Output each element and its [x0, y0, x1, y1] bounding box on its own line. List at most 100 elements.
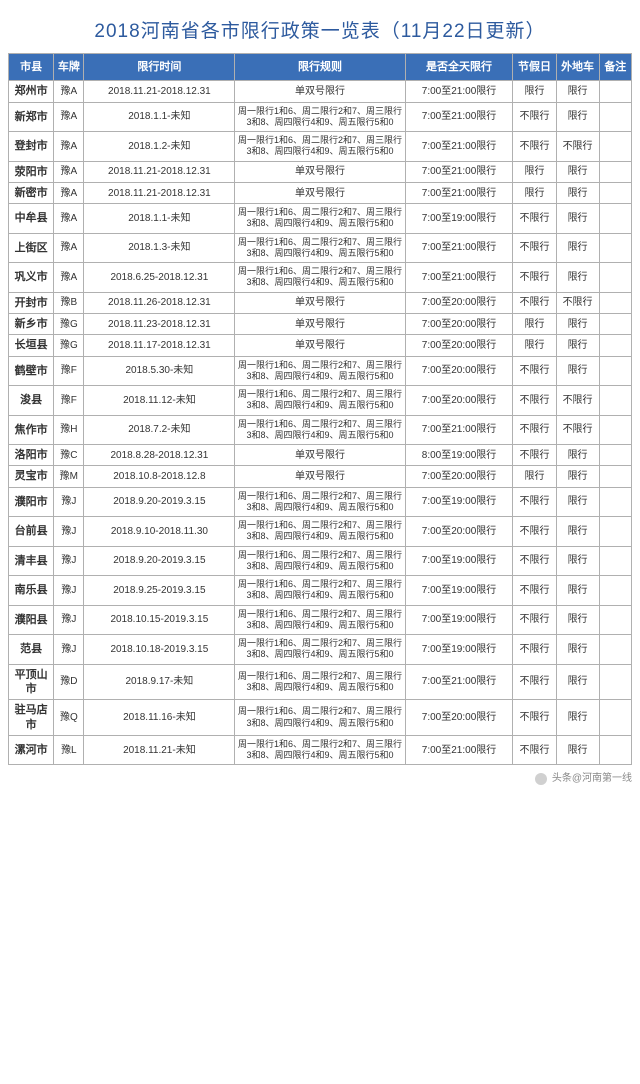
cell-allday: 7:00至21:00限行	[405, 132, 513, 162]
cell-time: 2018.9.10-2018.11.30	[84, 517, 235, 547]
cell-rule: 单双号限行	[235, 161, 405, 182]
cell-allday: 8:00至19:00限行	[405, 445, 513, 466]
table-row: 焦作市豫H2018.7.2-未知周一限行1和6、周二限行2和7、周三限行3和8、…	[9, 415, 632, 445]
cell-time: 2018.11.23-2018.12.31	[84, 313, 235, 334]
cell-out: 限行	[556, 161, 599, 182]
cell-out: 不限行	[556, 292, 599, 313]
cell-city: 台前县	[9, 517, 54, 547]
cell-allday: 7:00至21:00限行	[405, 182, 513, 203]
cell-allday: 7:00至19:00限行	[405, 576, 513, 606]
cell-out: 限行	[556, 204, 599, 234]
table-row: 台前县豫J2018.9.10-2018.11.30周一限行1和6、周二限行2和7…	[9, 517, 632, 547]
cell-time: 2018.1.3-未知	[84, 233, 235, 263]
table-row: 濮阳县豫J2018.10.15-2019.3.15周一限行1和6、周二限行2和7…	[9, 605, 632, 635]
cell-allday: 7:00至20:00限行	[405, 313, 513, 334]
cell-out: 限行	[556, 263, 599, 293]
cell-allday: 7:00至20:00限行	[405, 292, 513, 313]
cell-note	[599, 466, 631, 487]
col-rule: 限行规则	[235, 54, 405, 81]
cell-rule: 周一限行1和6、周二限行2和7、周三限行3和8、周四限行4和9、周五限行5和0	[235, 664, 405, 700]
cell-note	[599, 81, 631, 102]
cell-rule: 周一限行1和6、周二限行2和7、周三限行3和8、周四限行4和9、周五限行5和0	[235, 102, 405, 132]
page-title: 2018河南省各市限行政策一览表（11月22日更新）	[8, 8, 632, 53]
cell-time: 2018.11.12-未知	[84, 386, 235, 416]
cell-plate: 豫C	[54, 445, 84, 466]
cell-city: 焦作市	[9, 415, 54, 445]
cell-rule: 周一限行1和6、周二限行2和7、周三限行3和8、周四限行4和9、周五限行5和0	[235, 204, 405, 234]
cell-holiday: 限行	[513, 161, 556, 182]
cell-time: 2018.11.21-未知	[84, 735, 235, 765]
cell-note	[599, 161, 631, 182]
table-header-row: 市县 车牌 限行时间 限行规则 是否全天限行 节假日 外地车 备注	[9, 54, 632, 81]
cell-time: 2018.1.2-未知	[84, 132, 235, 162]
cell-city: 漯河市	[9, 735, 54, 765]
cell-city: 中牟县	[9, 204, 54, 234]
cell-note	[599, 204, 631, 234]
cell-out: 限行	[556, 102, 599, 132]
cell-holiday: 不限行	[513, 445, 556, 466]
table-row: 灵宝市豫M2018.10.8-2018.12.8单双号限行7:00至20:00限…	[9, 466, 632, 487]
table-row: 开封市豫B2018.11.26-2018.12.31单双号限行7:00至20:0…	[9, 292, 632, 313]
cell-holiday: 限行	[513, 81, 556, 102]
col-out: 外地车	[556, 54, 599, 81]
cell-note	[599, 182, 631, 203]
cell-rule: 周一限行1和6、周二限行2和7、周三限行3和8、周四限行4和9、周五限行5和0	[235, 487, 405, 517]
cell-holiday: 不限行	[513, 102, 556, 132]
table-row: 洛阳市豫C2018.8.28-2018.12.31单双号限行8:00至19:00…	[9, 445, 632, 466]
cell-note	[599, 445, 631, 466]
cell-plate: 豫G	[54, 313, 84, 334]
cell-plate: 豫A	[54, 132, 84, 162]
cell-time: 2018.8.28-2018.12.31	[84, 445, 235, 466]
cell-allday: 7:00至19:00限行	[405, 204, 513, 234]
cell-rule: 单双号限行	[235, 292, 405, 313]
cell-time: 2018.11.16-未知	[84, 700, 235, 736]
cell-note	[599, 386, 631, 416]
col-city: 市县	[9, 54, 54, 81]
table-row: 平顶山市豫D2018.9.17-未知周一限行1和6、周二限行2和7、周三限行3和…	[9, 664, 632, 700]
cell-rule: 周一限行1和6、周二限行2和7、周三限行3和8、周四限行4和9、周五限行5和0	[235, 735, 405, 765]
cell-out: 限行	[556, 487, 599, 517]
cell-note	[599, 576, 631, 606]
cell-city: 平顶山市	[9, 664, 54, 700]
cell-plate: 豫A	[54, 263, 84, 293]
cell-note	[599, 605, 631, 635]
cell-out: 限行	[556, 576, 599, 606]
cell-time: 2018.9.20-2019.3.15	[84, 546, 235, 576]
cell-plate: 豫J	[54, 635, 84, 665]
cell-city: 洛阳市	[9, 445, 54, 466]
cell-note	[599, 517, 631, 547]
cell-allday: 7:00至20:00限行	[405, 466, 513, 487]
cell-time: 2018.10.15-2019.3.15	[84, 605, 235, 635]
cell-plate: 豫J	[54, 517, 84, 547]
cell-out: 限行	[556, 233, 599, 263]
cell-note	[599, 664, 631, 700]
table-row: 清丰县豫J2018.9.20-2019.3.15周一限行1和6、周二限行2和7、…	[9, 546, 632, 576]
cell-allday: 7:00至21:00限行	[405, 81, 513, 102]
cell-plate: 豫D	[54, 664, 84, 700]
cell-allday: 7:00至20:00限行	[405, 700, 513, 736]
cell-rule: 周一限行1和6、周二限行2和7、周三限行3和8、周四限行4和9、周五限行5和0	[235, 132, 405, 162]
cell-rule: 单双号限行	[235, 335, 405, 356]
cell-allday: 7:00至21:00限行	[405, 263, 513, 293]
cell-allday: 7:00至20:00限行	[405, 517, 513, 547]
table-row: 新郑市豫A2018.1.1-未知周一限行1和6、周二限行2和7、周三限行3和8、…	[9, 102, 632, 132]
cell-time: 2018.11.21-2018.12.31	[84, 182, 235, 203]
cell-note	[599, 700, 631, 736]
cell-allday: 7:00至20:00限行	[405, 335, 513, 356]
cell-city: 南乐县	[9, 576, 54, 606]
cell-out: 不限行	[556, 386, 599, 416]
cell-plate: 豫M	[54, 466, 84, 487]
cell-time: 2018.11.26-2018.12.31	[84, 292, 235, 313]
table-row: 郑州市豫A2018.11.21-2018.12.31单双号限行7:00至21:0…	[9, 81, 632, 102]
cell-out: 限行	[556, 445, 599, 466]
cell-holiday: 不限行	[513, 546, 556, 576]
cell-out: 不限行	[556, 415, 599, 445]
col-plate: 车牌	[54, 54, 84, 81]
cell-out: 限行	[556, 466, 599, 487]
cell-allday: 7:00至21:00限行	[405, 102, 513, 132]
table-row: 濮阳市豫J2018.9.20-2019.3.15周一限行1和6、周二限行2和7、…	[9, 487, 632, 517]
cell-note	[599, 415, 631, 445]
cell-plate: 豫Q	[54, 700, 84, 736]
table-row: 范县豫J2018.10.18-2019.3.15周一限行1和6、周二限行2和7、…	[9, 635, 632, 665]
cell-holiday: 不限行	[513, 386, 556, 416]
